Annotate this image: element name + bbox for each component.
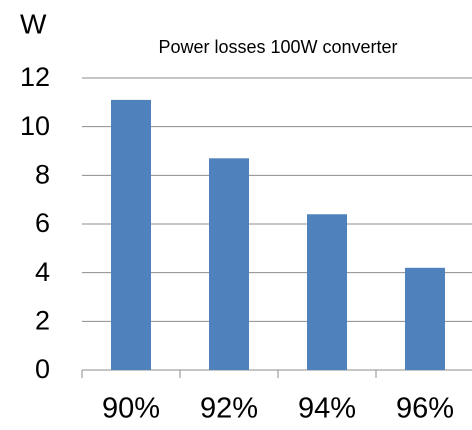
x-tick-label: 94% (298, 393, 356, 425)
x-tick-label: 90% (102, 393, 160, 425)
bar (307, 214, 347, 370)
y-tick-label: 2 (35, 305, 50, 335)
y-tick-label: 12 (20, 62, 50, 92)
x-tick-label: 92% (200, 393, 258, 425)
y-tick-label: 10 (20, 111, 50, 141)
chart-title: Power losses 100W converter (158, 37, 397, 57)
y-tick-label: 8 (35, 159, 50, 189)
bar (111, 99, 151, 371)
y-tick-label: 6 (35, 208, 50, 238)
x-tick-label: 96% (396, 393, 454, 425)
y-axis-label: W (20, 8, 47, 39)
y-tick-label: 0 (35, 354, 50, 384)
y-tick-label: 4 (35, 257, 50, 287)
bar (209, 158, 249, 370)
bar (405, 267, 445, 370)
